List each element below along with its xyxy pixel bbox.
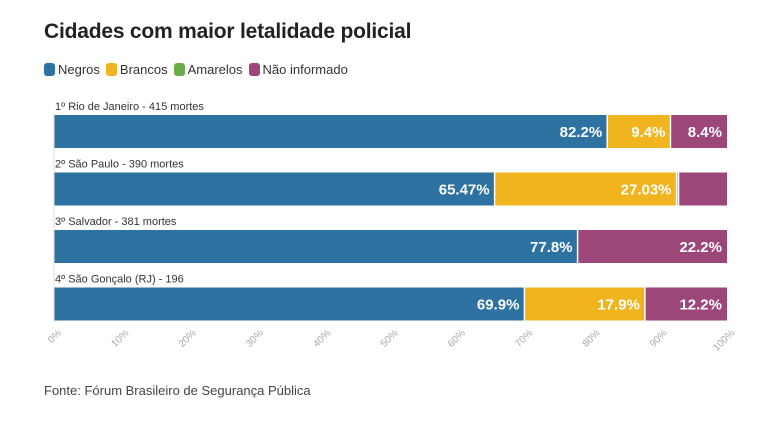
legend-swatch xyxy=(105,63,117,76)
x-tick-label: 40% xyxy=(311,328,333,350)
bar-segment xyxy=(54,230,578,263)
legend-swatch xyxy=(248,63,260,76)
legend-swatch xyxy=(173,63,185,76)
data-label: 65.47% xyxy=(439,182,490,199)
legend-label: Brancos xyxy=(119,62,168,77)
legend-label: Amarelos xyxy=(187,62,243,77)
data-label: 22.2% xyxy=(679,239,722,256)
category-label: 3º Salvador - 381 mortes xyxy=(55,216,177,228)
data-label: 17.9% xyxy=(597,297,640,314)
source-note: Fonte: Fórum Brasileiro de Segurança Púb… xyxy=(44,383,311,398)
chart-title: Cidades com maior letalidade policial xyxy=(44,20,412,43)
legend-swatch xyxy=(44,63,55,76)
legend-label: Negros xyxy=(58,62,100,77)
category-label: 2º São Paulo - 390 mortes xyxy=(55,159,184,171)
data-label: 27.03% xyxy=(621,182,672,199)
x-tick-label: 70% xyxy=(513,328,535,350)
data-label: 82.2% xyxy=(560,124,603,141)
x-tick-label: 80% xyxy=(581,328,603,350)
bar-segment xyxy=(670,115,727,148)
legend: Negros Brancos Amarelos Não informado xyxy=(44,62,354,77)
bar-segment xyxy=(54,115,608,148)
bar-segment xyxy=(644,287,727,321)
legend-item[interactable]: Negros xyxy=(44,62,100,77)
data-label: 69.9% xyxy=(477,297,520,314)
x-tick-label: 30% xyxy=(244,328,266,350)
data-label: 8.4% xyxy=(688,124,722,141)
bar-segment xyxy=(54,287,525,321)
bar-segment xyxy=(577,230,727,263)
bar-segment xyxy=(678,172,727,206)
x-tick-label: 100% xyxy=(711,328,737,354)
bar-segment xyxy=(524,287,645,321)
x-tick-label: 10% xyxy=(109,328,131,350)
category-label: 4º São Gonçalo (RJ) - 196 xyxy=(55,274,184,286)
legend-item[interactable]: Amarelos xyxy=(173,62,243,77)
x-tick-label: 50% xyxy=(379,328,401,350)
legend-item[interactable]: Não informado xyxy=(248,62,348,77)
x-tick-label: 0% xyxy=(46,328,64,346)
x-tick-label: 60% xyxy=(446,328,468,350)
bar-segment xyxy=(54,172,495,206)
bar-segment xyxy=(676,172,679,206)
legend-label: Não informado xyxy=(262,62,348,77)
x-tick-label: 20% xyxy=(177,328,199,350)
legend-item[interactable]: Brancos xyxy=(105,62,168,77)
category-label: 1º Rio de Janeiro - 415 mortes xyxy=(55,101,204,113)
x-tick-label: 90% xyxy=(648,328,670,350)
bar-segment xyxy=(607,115,671,148)
bar-segment xyxy=(494,172,677,206)
data-label: 9.4% xyxy=(631,124,665,141)
data-label: 12.2% xyxy=(679,297,722,314)
data-label: 77.8% xyxy=(530,239,573,256)
